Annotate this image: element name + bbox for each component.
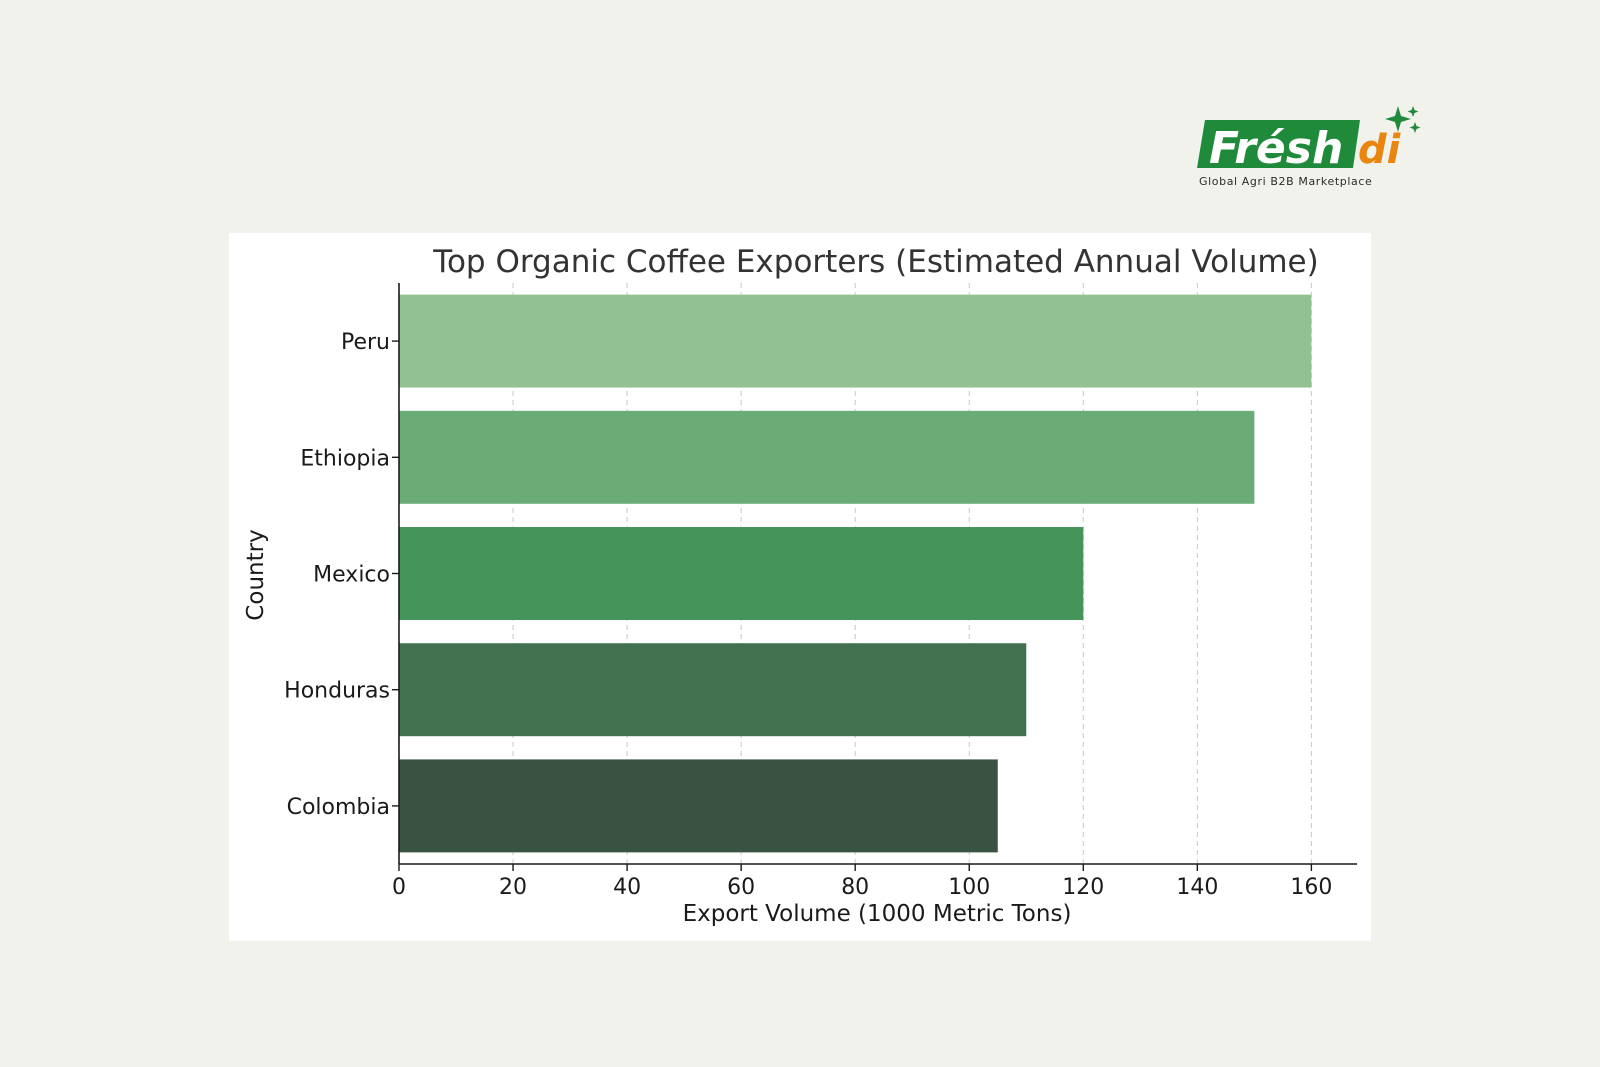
sparkle-small-top-icon [1407,106,1419,117]
x-tick-label: 20 [499,875,527,900]
x-tick-label: 140 [1176,875,1218,900]
y-axis-label: Country [243,529,269,620]
x-tick-label: 80 [841,875,869,900]
y-tick-label: Peru [341,330,390,355]
bar-ethiopia [399,410,1255,504]
x-tick-label: 40 [613,875,641,900]
sparkle-large-icon [1385,106,1411,132]
y-tick-label: Honduras [284,679,390,704]
sparkle-small-bottom-icon [1409,122,1421,133]
logo-brand-accent: di [1358,127,1402,173]
logo-mark: Frésh di [1197,106,1421,174]
y-tick-label: Ethiopia [300,446,390,471]
bar-honduras [399,643,1027,737]
bars [399,294,1312,853]
logo-tagline: Global Agri B2B Marketplace [1199,175,1373,188]
y-tick-label: Colombia [287,795,390,820]
x-tick-label: 120 [1062,875,1104,900]
y-tick-label: Mexico [313,563,390,588]
bar-peru [399,294,1312,388]
x-axis-label: Export Volume (1000 Metric Tons) [683,901,1072,927]
axes: 0 20 40 60 80 100 120 140 160 Peru Ethiopia Mexico H… [284,283,1357,900]
freshdi-logo[interactable]: Frésh di Global Agri B2B Marketplace [1195,100,1425,195]
logo-green-banner [1197,120,1360,168]
bar-colombia [399,759,998,853]
chart-title: Top Organic Coffee Exporters (Estimated … [432,244,1318,280]
bar-mexico [399,527,1084,620]
bar-chart: Top Organic Coffee Exporters (Estimated … [243,244,1357,927]
x-tick-label: 160 [1290,875,1332,900]
x-tick-label: 60 [727,875,755,900]
x-tick-label: 0 [392,875,406,900]
x-tick-label: 100 [948,875,990,900]
chart-card: Top Organic Coffee Exporters (Estimated … [229,233,1371,941]
logo-brand-main: Frésh [1209,123,1343,174]
